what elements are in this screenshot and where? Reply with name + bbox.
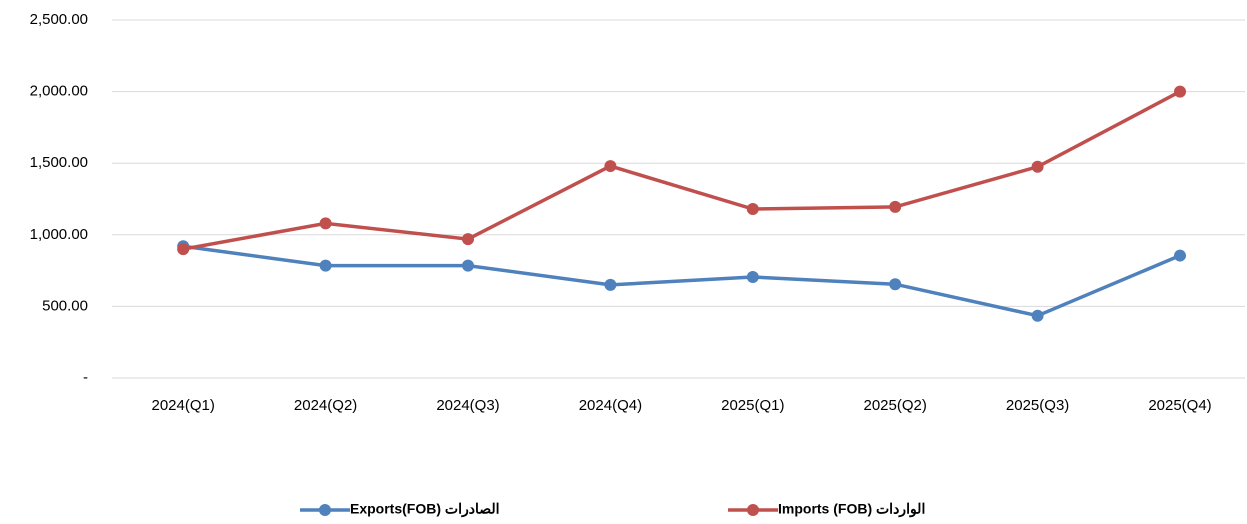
legend-swatch-marker	[747, 504, 759, 516]
data-point	[462, 233, 474, 246]
data-point	[604, 160, 617, 173]
x-tick-label: 2025(Q1)	[721, 397, 784, 414]
y-tick-label: 500.00	[42, 297, 88, 314]
data-point	[177, 243, 190, 256]
x-tick-label: 2024(Q3)	[436, 397, 499, 414]
y-tick-label: 2,500.00	[30, 11, 88, 28]
legend-swatch-marker	[319, 504, 331, 516]
data-point	[462, 259, 474, 272]
y-tick-label: 2,000.00	[30, 83, 88, 100]
x-tick-label: 2024(Q4)	[579, 397, 642, 414]
data-point	[1031, 160, 1044, 173]
data-point	[319, 217, 332, 230]
data-point	[889, 200, 902, 213]
x-tick-label: 2024(Q1)	[152, 397, 215, 414]
legend-label: Imports (FOB) الواردات	[778, 501, 925, 518]
data-point	[1174, 85, 1186, 98]
x-tick-label: 2025(Q3)	[1006, 397, 1069, 414]
x-tick-label: 2024(Q2)	[294, 397, 357, 414]
data-point	[604, 278, 617, 291]
data-point	[1031, 309, 1044, 322]
y-tick-label: 1,500.00	[30, 154, 88, 171]
x-tick-label: 2025(Q4)	[1148, 397, 1211, 414]
x-tick-label: 2025(Q2)	[864, 397, 927, 414]
data-point	[746, 203, 759, 216]
data-point	[889, 278, 902, 291]
legend-label: Exports(FOB) الصادرات	[350, 501, 500, 518]
data-point	[1174, 249, 1186, 262]
data-point	[319, 259, 332, 272]
y-tick-label: 1,000.00	[30, 226, 88, 243]
series-line	[182, 244, 1181, 318]
y-tick-label: -	[83, 369, 88, 386]
data-point	[746, 271, 759, 284]
series-line	[182, 90, 1181, 251]
